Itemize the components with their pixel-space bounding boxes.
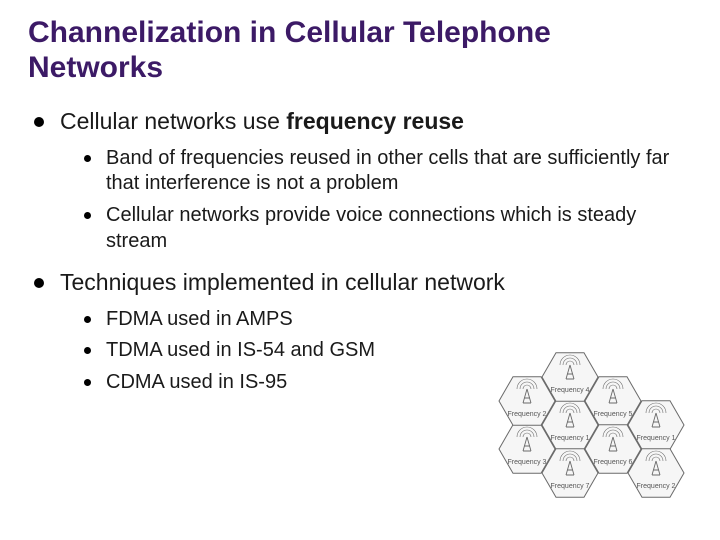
svg-text:Frequency 7: Frequency 7 xyxy=(551,483,590,490)
sub-bullet-1a: Band of frequencies reused in other cell… xyxy=(82,146,692,197)
sub-list-1: Band of frequencies reused in other cell… xyxy=(82,146,692,254)
sub-bullet-2a: FDMA used in AMPS xyxy=(82,307,692,333)
svg-text:Frequency 2: Frequency 2 xyxy=(637,483,676,490)
svg-text:Frequency 3: Frequency 3 xyxy=(508,459,547,466)
svg-text:Frequency 5: Frequency 5 xyxy=(594,411,633,418)
svg-text:Frequency 1: Frequency 1 xyxy=(637,435,676,442)
page-title: Channelization in Cellular Telephone Net… xyxy=(28,16,692,85)
sub-bullet-1b: Cellular networks provide voice connecti… xyxy=(82,203,692,254)
bullet-2-text: Techniques implemented in cellular netwo… xyxy=(60,269,505,295)
svg-text:Frequency 2: Frequency 2 xyxy=(508,411,547,418)
bullet-1-text: Cellular networks use xyxy=(60,108,286,134)
svg-text:Frequency 6: Frequency 6 xyxy=(594,459,633,466)
bullet-1-bold: frequency reuse xyxy=(286,108,464,134)
top-bullet-1: Cellular networks use frequency reuse Ba… xyxy=(30,107,692,254)
svg-text:Frequency 1: Frequency 1 xyxy=(551,435,590,442)
svg-text:Frequency 4: Frequency 4 xyxy=(551,387,590,394)
slide: Channelization in Cellular Telephone Net… xyxy=(0,0,720,540)
hex-cluster-diagram: Frequency 1 Frequency 4 Frequency 5 Frequen… xyxy=(440,350,700,500)
